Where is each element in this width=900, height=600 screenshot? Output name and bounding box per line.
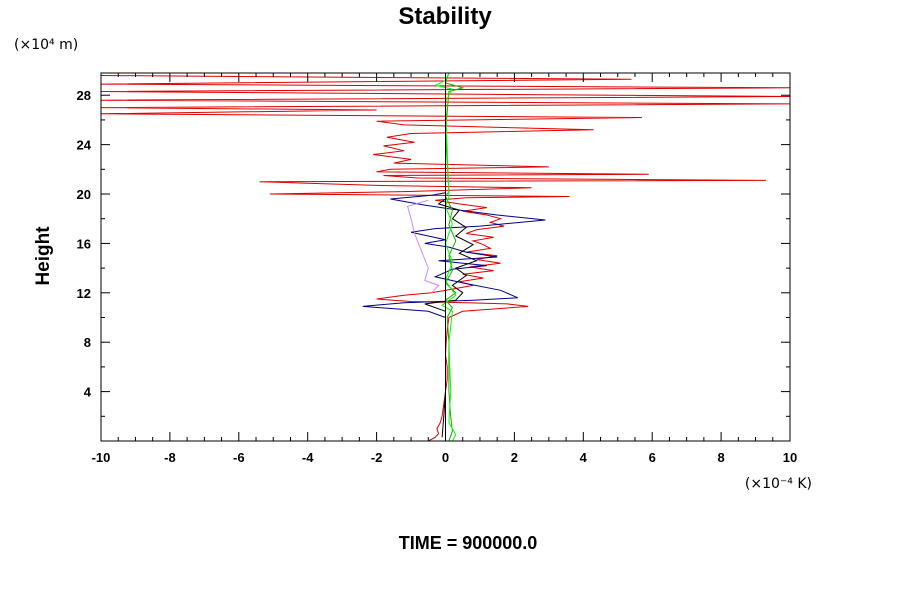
y-tick-label: 28 — [77, 88, 91, 103]
time-label: TIME = 900000.0 — [399, 533, 538, 553]
x-axis-unit: (×10⁻⁴ K) — [745, 476, 812, 492]
x-tick-label: 6 — [649, 450, 656, 465]
series-line-3 — [424, 198, 478, 438]
x-tick-label: -4 — [302, 450, 314, 465]
series-line-2 — [362, 192, 546, 343]
x-tick-label: -10 — [92, 450, 111, 465]
series-line-4 — [406, 199, 440, 294]
x-tick-label: -8 — [164, 450, 176, 465]
x-tick-label: -6 — [233, 450, 245, 465]
x-tick-label: -2 — [371, 450, 383, 465]
y-tick-label: 20 — [77, 187, 91, 202]
y-tick-label: 16 — [77, 236, 91, 251]
y-axis-label: Height — [33, 226, 54, 286]
y-axis-unit: (×10⁴ m) — [14, 37, 78, 53]
x-tick-label: 0 — [442, 450, 449, 465]
x-tick-label: 8 — [717, 450, 724, 465]
x-tick-label: 10 — [783, 450, 797, 465]
y-tick-label: 4 — [84, 385, 92, 400]
x-tick-label: 2 — [511, 450, 518, 465]
series-layer — [101, 73, 790, 441]
y-tick-label: 8 — [84, 335, 91, 350]
chart-title: Stability — [398, 3, 492, 30]
x-tick-label: 4 — [580, 450, 588, 465]
series-line-1 — [101, 75, 790, 441]
y-tick-label: 24 — [77, 138, 92, 153]
series-line-5 — [444, 73, 465, 441]
series-line-6 — [433, 73, 457, 441]
y-tick-label: 12 — [77, 286, 91, 301]
